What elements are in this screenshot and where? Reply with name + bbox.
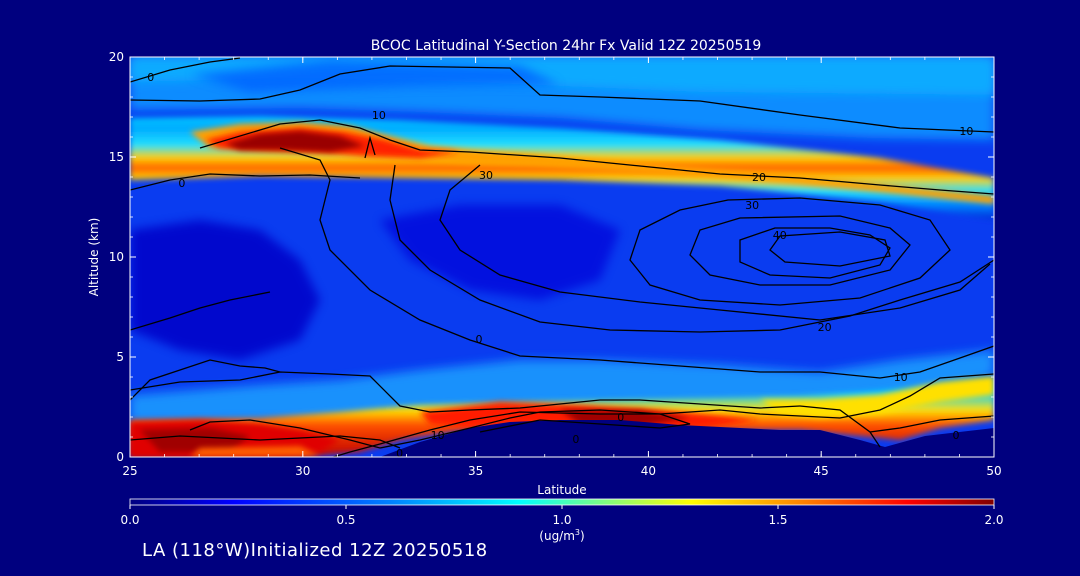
colorbar-tick-label: 1.5 — [768, 513, 787, 527]
x-tick-label: 30 — [295, 464, 310, 478]
contour-label: 10 — [894, 371, 908, 384]
plot-area: 0 10 0 10 30 20 30 40 20 0 10 0 10 0 0 0 — [130, 57, 994, 460]
contour-label: 0 — [952, 429, 959, 442]
y-tick-label: 15 — [109, 150, 124, 164]
contour-label: 0 — [617, 411, 624, 424]
y-tick-label: 10 — [109, 250, 124, 264]
contour-label: 0 — [396, 447, 403, 460]
colorbar-units: (ug/m3) — [539, 528, 584, 543]
contour-label: 10 — [431, 429, 445, 442]
contour-label: 0 — [476, 333, 483, 346]
contour-label: 0 — [572, 433, 579, 446]
colorbar-tick-label: 0.5 — [336, 513, 355, 527]
contour-labels: 0 10 0 10 30 20 30 40 20 0 10 0 10 0 0 0 — [147, 71, 973, 460]
x-tick-label: 50 — [986, 464, 1001, 478]
x-tick-label: 25 — [122, 464, 137, 478]
contour-label: 30 — [745, 199, 759, 212]
contour-label: 20 — [818, 321, 832, 334]
y-tick-label: 0 — [116, 450, 124, 464]
y-axis: 0 5 10 15 20 — [109, 50, 994, 464]
y-axis-label: Altitude (km) — [87, 218, 101, 297]
y-tick-label: 20 — [109, 50, 124, 64]
colorbar-ticks: 0.0 0.5 1.0 1.5 2.0 — [120, 505, 1004, 527]
x-tick-label: 45 — [814, 464, 829, 478]
colorbar-tick-label: 0.0 — [120, 513, 139, 527]
contour-label: 10 — [372, 109, 386, 122]
contour-label: 40 — [773, 229, 787, 242]
contour-label: 0 — [178, 177, 185, 190]
colorbar-tick-label: 2.0 — [984, 513, 1003, 527]
x-tick-label: 40 — [641, 464, 656, 478]
contour-label: 0 — [147, 71, 154, 84]
x-axis: 25 30 35 40 45 50 — [122, 57, 1002, 478]
x-axis-label: Latitude — [537, 483, 586, 497]
contour-label: 10 — [959, 125, 973, 138]
colorbar-tick-label: 1.0 — [552, 513, 571, 527]
contour-label: 20 — [752, 171, 766, 184]
initialization-footer: LA (118°W)Initialized 12Z 20250518 — [142, 540, 488, 561]
x-tick-label: 35 — [468, 464, 483, 478]
contour-label: 30 — [479, 169, 493, 182]
colorbar — [129, 498, 995, 506]
y-tick-label: 5 — [116, 350, 124, 364]
chart-title: BCOC Latitudinal Y-Section 24hr Fx Valid… — [371, 38, 761, 54]
contour-lines — [130, 57, 994, 457]
